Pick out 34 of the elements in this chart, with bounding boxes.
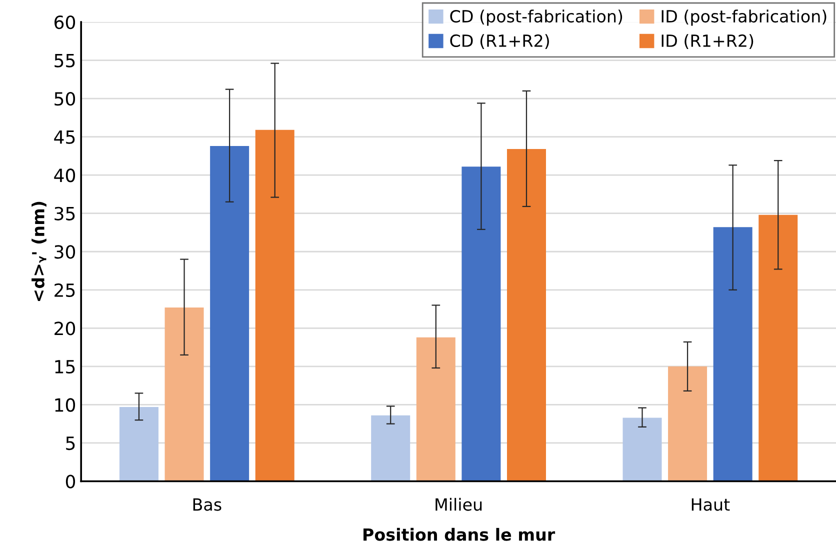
y-tick-label: 50 <box>54 92 76 106</box>
y-tick-label: 30 <box>54 245 76 259</box>
y-axis-title: <d>ᵧ' (nm) <box>32 202 46 302</box>
y-tick-label: 0 <box>66 474 76 488</box>
y-tick-label: 35 <box>54 206 75 220</box>
bar <box>758 214 798 482</box>
bar <box>506 149 546 482</box>
y-tick-label: 20 <box>54 322 76 336</box>
bar <box>462 166 501 482</box>
bar <box>210 146 250 482</box>
x-tick-label: Haut <box>692 498 730 511</box>
legend-label: CD (post-fabrication) <box>450 10 622 26</box>
y-tick-label: 25 <box>54 283 75 298</box>
y-tick-label: 60 <box>54 15 76 30</box>
legend-label: ID (R1+R2) <box>662 34 754 49</box>
x-tick-label: Bas <box>193 498 222 511</box>
bar <box>622 418 662 482</box>
bar <box>119 407 158 482</box>
y-tick-label: 40 <box>54 168 76 182</box>
x-axis-title: Position dans le mur <box>364 528 556 541</box>
bar <box>255 130 294 482</box>
bar <box>371 415 410 482</box>
legend-label: CD (R1+R2) <box>450 34 549 49</box>
bar <box>668 366 708 482</box>
bar <box>713 227 752 482</box>
y-tick-label: 45 <box>54 130 75 144</box>
bar <box>416 337 456 482</box>
y-tick-label: 5 <box>66 436 75 450</box>
bar <box>164 308 204 482</box>
legend-label: ID (post-fabrication) <box>662 10 826 26</box>
y-tick-label: 10 <box>55 398 76 412</box>
y-tick-label: 55 <box>54 54 75 68</box>
y-tick-label: 15 <box>55 360 75 374</box>
x-tick-label: Milieu <box>436 498 482 511</box>
